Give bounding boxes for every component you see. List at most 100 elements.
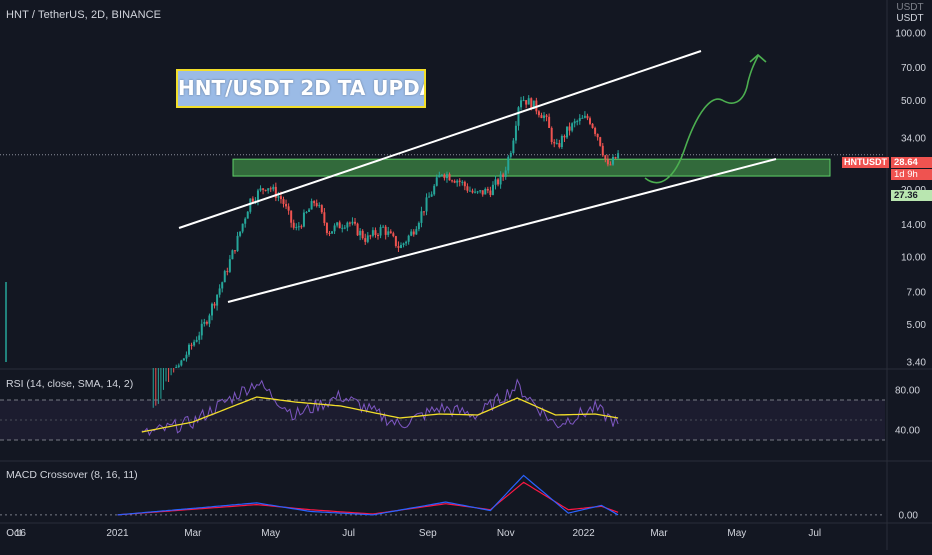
candle-body [486, 188, 489, 191]
candle-body [578, 118, 581, 122]
candle-body [346, 222, 349, 228]
candle-body [499, 174, 502, 185]
candle-body [512, 140, 515, 153]
candle-body [412, 231, 415, 235]
projection-arrow-path [644, 55, 759, 184]
time-tick-label: 2021 [106, 528, 129, 539]
candle-body [507, 156, 510, 171]
candle-body [256, 190, 259, 201]
candle-body [453, 181, 456, 183]
last-price-tag: 28.64 [891, 157, 932, 168]
candle-body [348, 222, 351, 224]
candle-body [226, 271, 229, 273]
candle-body [246, 211, 249, 219]
candle-body [440, 174, 443, 176]
candle-body [545, 115, 548, 117]
candle-body [305, 211, 308, 213]
candle-body [497, 179, 500, 185]
candle-body [502, 174, 505, 177]
candle-body [548, 116, 551, 128]
support-zone-box [232, 158, 831, 177]
candle-body [331, 231, 334, 234]
candle-body [560, 135, 563, 148]
candle-body [290, 210, 293, 223]
symbol-price-tag: HNTUSDT [842, 157, 889, 168]
candle-body [392, 233, 395, 237]
candle-body [601, 145, 604, 156]
candle-body [540, 115, 543, 119]
candle-body [537, 111, 540, 116]
candle-body [589, 118, 591, 124]
macd-pane [0, 474, 885, 516]
candle-body [325, 222, 328, 233]
drawings [178, 50, 777, 303]
candle-body [594, 127, 597, 134]
time-tick-label: May [261, 528, 280, 539]
candle-body [264, 189, 267, 191]
candle-body [374, 230, 377, 235]
rsi-tick-label: 80.00 [895, 386, 920, 397]
candle-body [443, 174, 446, 179]
candle-body [428, 196, 431, 198]
candle-body [476, 191, 479, 193]
candle-body [543, 115, 546, 119]
time-tick-label: 2022 [572, 528, 595, 539]
candle-body [208, 315, 211, 324]
countdown-tag: 1d 9h [891, 169, 932, 180]
candle-body [415, 229, 418, 235]
channel-upper-line [178, 50, 702, 229]
candle-body [614, 157, 617, 159]
candle-body [407, 235, 410, 242]
candle-body [310, 201, 313, 210]
candle-body [249, 198, 252, 212]
candle-body [233, 250, 236, 252]
candle-body [318, 205, 321, 207]
time-tick-label: Jul [342, 528, 355, 539]
candle-body [596, 133, 599, 138]
candle-body [274, 186, 277, 198]
candle-body [188, 344, 191, 355]
candle-body [313, 201, 316, 204]
candle-body [558, 143, 561, 148]
time-tick-label: Oct [6, 528, 22, 539]
candle-body [180, 360, 183, 366]
candle-body [389, 231, 392, 234]
candle-body [568, 126, 571, 131]
candle-body [468, 190, 471, 192]
channel-lower-line [227, 158, 777, 303]
candle-body [205, 321, 208, 324]
candle-body [461, 181, 464, 183]
price-tick-label: 5.00 [907, 320, 927, 331]
candle-body [297, 226, 300, 228]
candle-body [371, 230, 374, 236]
candle-body [571, 123, 574, 131]
candle-body [210, 303, 213, 316]
candle-body [377, 234, 380, 236]
candle-body [190, 344, 193, 346]
candle-body [359, 230, 362, 236]
currency-label[interactable]: USDT USDT [891, 2, 929, 24]
candle-body [241, 223, 244, 232]
candle-body [262, 188, 265, 190]
candle-body [599, 137, 602, 146]
candle-body [338, 222, 341, 229]
candle-body [573, 121, 576, 124]
axes: 3.405.007.0010.0014.0020.0034.0050.0070.… [6, 29, 926, 539]
candle-body [287, 206, 290, 211]
candle-body [320, 205, 323, 213]
candle-body [366, 235, 369, 242]
candle-body [532, 100, 535, 109]
candle-body [522, 100, 525, 102]
candle-body [341, 227, 344, 229]
candle-body [213, 303, 216, 306]
candle-body [384, 226, 387, 235]
rsi-sma-line [141, 396, 619, 433]
candle-body [369, 235, 372, 237]
candle-body [425, 197, 428, 212]
price-tick-label: 14.00 [901, 220, 926, 231]
candle-body [228, 259, 231, 272]
ta-update-banner: HNT/USDT 2D TA UPDATE [176, 69, 426, 108]
time-tick-label: Mar [650, 528, 668, 539]
